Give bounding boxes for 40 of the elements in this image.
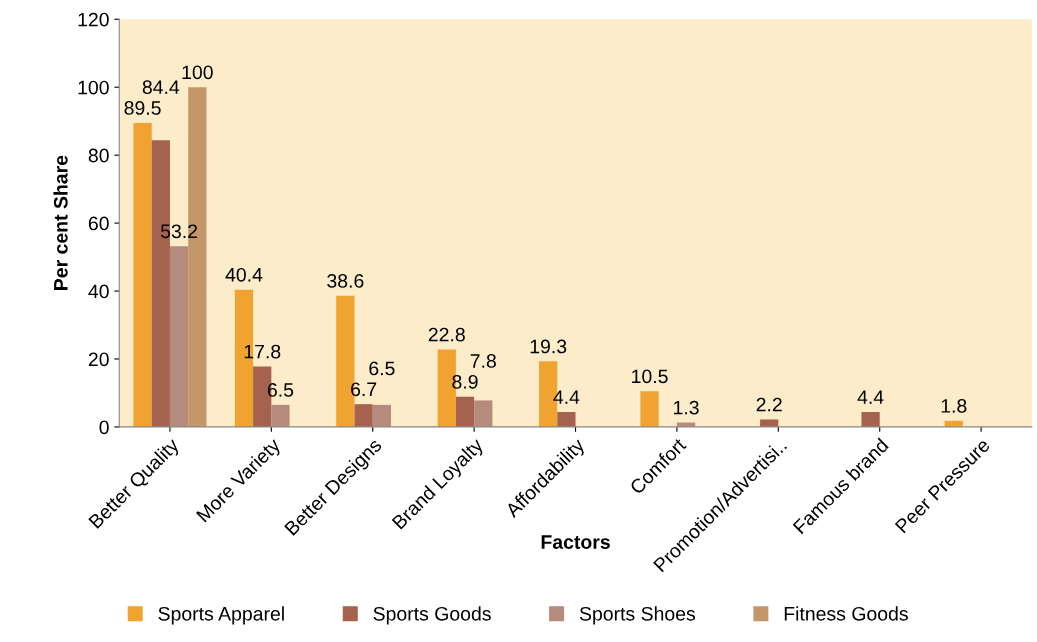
data-label: 6.5 <box>267 383 294 397</box>
bar <box>760 419 779 427</box>
bar <box>455 396 475 427</box>
bar <box>474 400 493 427</box>
y-tick-label: 40 <box>88 284 109 299</box>
bar <box>354 404 373 427</box>
bar <box>271 404 290 427</box>
data-label: 4.4 <box>857 390 884 404</box>
data-label: 1.3 <box>674 400 699 415</box>
data-label: 1.8 <box>941 399 967 413</box>
data-label: 19.3 <box>530 339 567 354</box>
bar <box>557 411 576 427</box>
data-label: 40.4 <box>225 267 263 282</box>
data-label: 38.6 <box>327 274 364 288</box>
x-axis-title: Factors <box>541 535 610 549</box>
bar <box>169 246 189 427</box>
bar <box>861 411 880 427</box>
data-label: 100 <box>182 65 213 80</box>
y-axis-title: Per cent Share <box>53 155 68 290</box>
y-tick-label: 60 <box>88 216 109 231</box>
bar <box>372 404 391 427</box>
legend-label: Sports Apparel <box>158 606 284 625</box>
data-label: 22.8 <box>428 327 465 342</box>
legend-label: Sports Shoes <box>579 606 696 625</box>
y-tick-label: 100 <box>78 80 109 95</box>
data-label: 2.2 <box>756 397 782 412</box>
data-label: 53.2 <box>160 224 198 239</box>
data-label: 10.5 <box>632 369 668 384</box>
data-label: 7.8 <box>470 354 496 368</box>
bar <box>133 122 152 427</box>
data-label: 6.5 <box>369 361 395 376</box>
bar <box>640 391 659 427</box>
legend-label: Sports Goods <box>373 606 491 625</box>
data-label: 84.4 <box>142 80 180 95</box>
y-tick-label: 0 <box>99 420 109 435</box>
data-label: 89.5 <box>124 101 161 115</box>
y-tick-label: 20 <box>88 352 109 367</box>
y-tick-label: 120 <box>78 12 109 27</box>
legend-label: Fitness Goods <box>784 606 908 621</box>
y-tick-label: 80 <box>88 148 109 163</box>
